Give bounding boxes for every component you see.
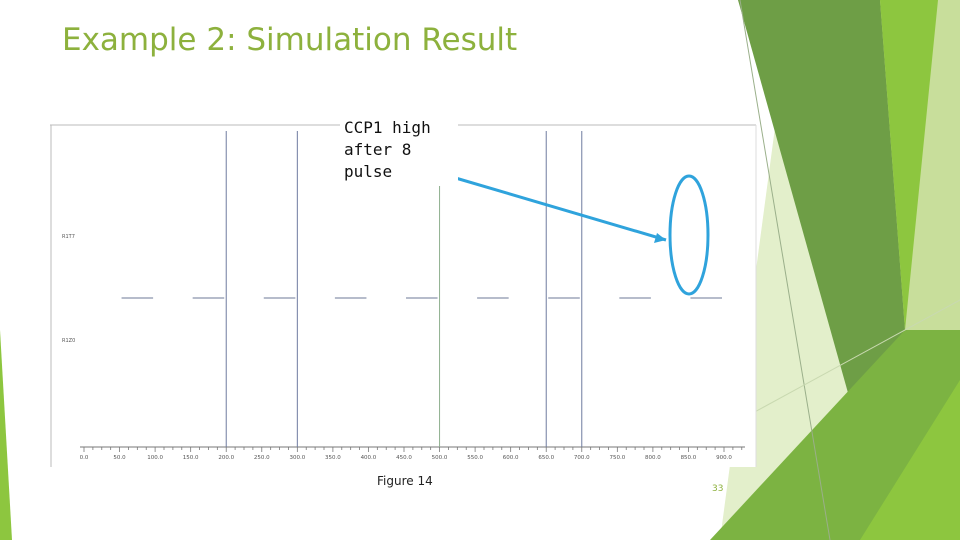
x-tick-label-9: 450.0 — [396, 455, 412, 461]
x-tick-label-15: 750.0 — [609, 455, 625, 461]
decor-bottom-right — [860, 380, 960, 540]
highlight-ellipse — [668, 174, 710, 296]
x-tick-label-16: 800.0 — [645, 455, 661, 461]
decor-thin-line — [739, 0, 831, 540]
x-tick-label-1: 50.0 — [113, 455, 126, 461]
slide-number: 33 — [712, 484, 724, 494]
x-tick-label-6: 300.0 — [289, 455, 305, 461]
slide-title: Example 2: Simulation Result — [62, 22, 518, 58]
x-tick-label-4: 200.0 — [218, 455, 234, 461]
x-axis-tick-labels: 0.0 50.0 100.0 150.0 200.0 250.0 300.0 350.0 400… — [80, 455, 733, 461]
x-tick-label-10: 500.0 — [432, 455, 448, 461]
pulse-edges — [225, 131, 583, 447]
x-tick-label-11: 550.0 — [467, 455, 483, 461]
x-tick-label-12: 600.0 — [503, 455, 519, 461]
callout-text: CCP1 high after 8 pulse — [340, 117, 458, 183]
decor-left-triangle — [0, 330, 12, 540]
x-tick-label-7: 350.0 — [325, 455, 341, 461]
callout-arrowhead — [654, 233, 666, 243]
decor-thin-line-2 — [739, 299, 960, 421]
x-axis-ticks — [83, 447, 743, 452]
y-label-r1z0: R1Z0 — [62, 338, 75, 344]
decor-green-triangle — [880, 0, 938, 330]
x-tick-label-17: 850.0 — [681, 455, 697, 461]
x-tick-label-3: 150.0 — [183, 455, 199, 461]
decor-dark-triangle — [738, 0, 905, 400]
x-tick-label-5: 250.0 — [254, 455, 270, 461]
x-tick-label-13: 650.0 — [538, 455, 554, 461]
x-tick-label-2: 100.0 — [147, 455, 163, 461]
figure-caption: Figure 14 — [377, 474, 433, 488]
x-tick-label-14: 700.0 — [574, 455, 590, 461]
x-tick-label-0: 0.0 — [80, 455, 89, 461]
callout-arrow — [424, 167, 667, 242]
x-tick-label-8: 400.0 — [361, 455, 377, 461]
x-tick-label-18: 900.0 — [716, 455, 732, 461]
y-label-r1t7: R1T7 — [62, 234, 75, 240]
